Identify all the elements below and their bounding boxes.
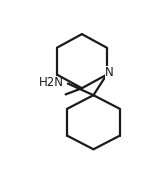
Text: N: N [105, 66, 114, 79]
Text: H2N: H2N [39, 76, 64, 89]
